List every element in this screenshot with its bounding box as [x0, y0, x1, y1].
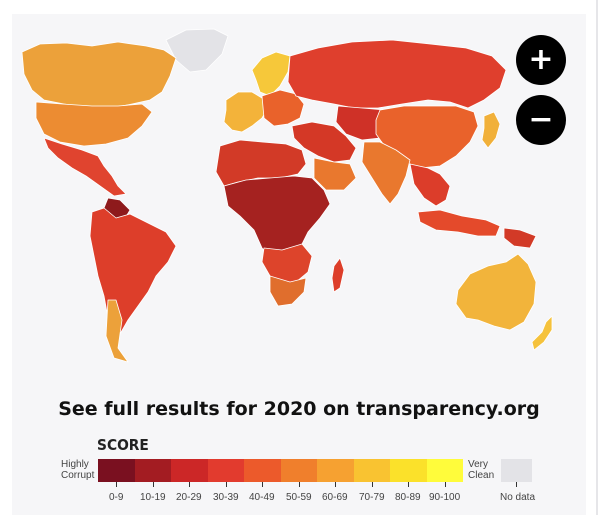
legend-low-label: Highly Corrupt	[61, 459, 95, 481]
region-south-africa[interactable]	[269, 275, 307, 307]
region-indonesia[interactable]	[417, 209, 501, 237]
legend-range-label: 20-29	[176, 492, 202, 503]
legend-range-label: 80-89	[395, 492, 421, 503]
no-data-swatch	[501, 459, 532, 482]
region-india[interactable]	[361, 141, 411, 205]
region-china[interactable]	[375, 105, 479, 169]
legend-range-label: 50-59	[286, 492, 312, 503]
region-southeast-asia[interactable]	[409, 163, 451, 207]
legend-swatch-20-29	[171, 459, 208, 482]
legend-range-label: 30-39	[213, 492, 239, 503]
region-south-america[interactable]	[89, 207, 177, 351]
legend-tick	[116, 482, 117, 487]
legend-tick	[299, 482, 300, 487]
full-results-link[interactable]: See full results for 2020 on transparenc…	[58, 398, 540, 420]
panel-divider	[596, 0, 598, 515]
legend-tick	[226, 482, 227, 487]
legend-range-label: 40-49	[249, 492, 275, 503]
legend-color-scale	[98, 459, 463, 482]
legend-swatch-50-59	[280, 459, 317, 482]
legend-tick	[335, 482, 336, 487]
legend-swatch-0-9	[98, 459, 135, 482]
region-usa[interactable]	[35, 101, 153, 147]
region-chile-uruguay[interactable]	[105, 299, 129, 363]
region-greenland[interactable]	[165, 28, 229, 73]
region-mexico-central[interactable]	[43, 137, 127, 197]
region-europe-east[interactable]	[261, 89, 305, 127]
legend-tick	[445, 482, 446, 487]
legend-swatch-80-89	[390, 459, 427, 482]
legend-swatch-40-49	[244, 459, 281, 482]
world-map[interactable]	[0, 0, 602, 400]
legend-swatch-30-39	[207, 459, 244, 482]
legend-swatch-10-19	[134, 459, 171, 482]
legend-tick	[408, 482, 409, 487]
legend-tick	[189, 482, 190, 487]
region-png[interactable]	[503, 227, 537, 249]
region-new-zealand[interactable]	[531, 315, 553, 351]
zoom-in-button[interactable]: +	[516, 35, 566, 85]
legend-swatch-90-100	[426, 459, 463, 482]
region-africa-south[interactable]	[261, 243, 313, 285]
region-scandinavia[interactable]	[251, 51, 291, 97]
legend-high-label: Very Clean	[468, 459, 496, 481]
region-australia[interactable]	[455, 253, 537, 331]
region-middle-east[interactable]	[291, 121, 357, 163]
legend-swatch-60-69	[317, 459, 354, 482]
region-russia[interactable]	[287, 39, 507, 109]
legend-tick	[153, 482, 154, 487]
region-gulf[interactable]	[313, 157, 357, 191]
no-data-tick	[516, 482, 517, 487]
legend-range-label: 0-9	[109, 492, 124, 503]
legend-range-label: 60-69	[322, 492, 348, 503]
legend-low-text: Highly Corrupt	[61, 459, 95, 481]
zoom-out-button[interactable]: −	[516, 95, 566, 145]
legend-swatch-70-79	[353, 459, 390, 482]
legend-title: SCORE	[97, 436, 149, 454]
legend-range-label: 90-100	[429, 492, 461, 503]
region-madagascar[interactable]	[331, 257, 345, 293]
legend-tick	[262, 482, 263, 487]
legend-tick	[372, 482, 373, 487]
legend-high-text: Very Clean	[468, 459, 495, 481]
region-europe-west[interactable]	[223, 91, 269, 133]
region-japan[interactable]	[481, 111, 501, 149]
region-africa-central[interactable]	[223, 175, 331, 263]
legend-range-label: 10-19	[140, 492, 166, 503]
region-north-america[interactable]	[21, 41, 177, 109]
legend-range-label: 70-79	[359, 492, 385, 503]
no-data-label: No data	[500, 492, 536, 503]
